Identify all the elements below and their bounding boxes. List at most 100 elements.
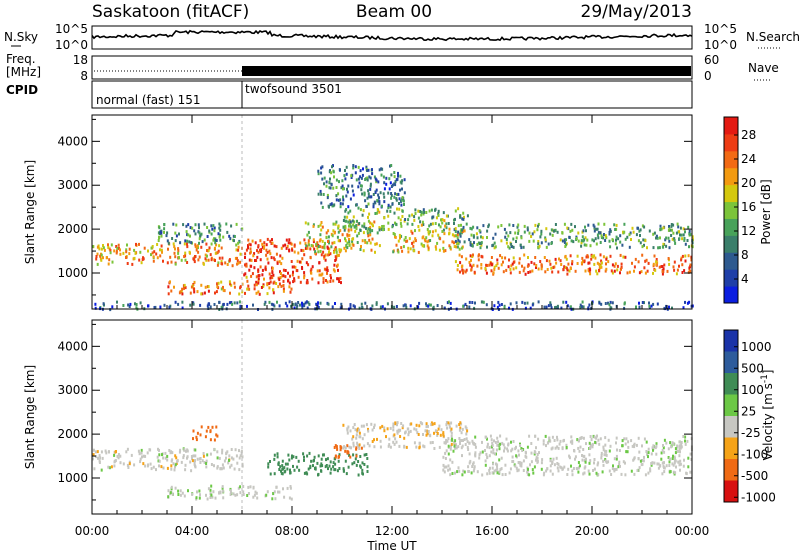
scatter-cell-band-10	[209, 305, 212, 309]
scatter-cell-band-1	[205, 493, 207, 497]
scatter-cell-band-2	[342, 467, 345, 471]
scatter-cell-band-0	[215, 243, 218, 247]
scatter-cell-band-8	[622, 255, 625, 259]
scatter-cell-band-7	[473, 241, 475, 245]
scatter-cell-band-6	[602, 459, 605, 463]
scatter-cell-band-5	[423, 445, 426, 449]
scatter-cell-band-7	[462, 225, 465, 229]
scatter-cell-band-6	[565, 446, 568, 449]
scatter-cell-band-6	[617, 465, 620, 469]
scatter-cell-band-2	[287, 453, 290, 457]
scatter-cell-band-9	[375, 178, 378, 182]
scatter-cell-band-2	[167, 285, 170, 289]
scatter-cell-band-5	[400, 224, 403, 228]
scatter-cell-band-1	[215, 239, 218, 242]
scatter-cell-band-8	[512, 260, 515, 264]
scatter-cell-band-6	[657, 462, 660, 466]
scatter-cell-band-4	[321, 225, 324, 229]
scatter-cell-band-6	[468, 461, 471, 465]
scatter-cell-band-5	[462, 439, 464, 442]
power-colorbar-segment	[724, 218, 738, 236]
scatter-cell-band-0	[182, 456, 185, 460]
scatter-cell-band-6	[580, 436, 582, 440]
scatter-cell-band-6	[429, 230, 432, 234]
scatter-cell-band-9	[372, 193, 375, 196]
scatter-cell-band-5	[396, 423, 398, 427]
scatter-cell-band-6	[486, 445, 489, 449]
scatter-cell-band-8	[673, 268, 676, 272]
scatter-cell-band-5	[437, 212, 440, 216]
scatter-cell-band-6	[442, 463, 445, 467]
scatter-cell-band-0	[185, 449, 187, 453]
scatter-cell-band-0	[92, 457, 94, 461]
scatter-cell-band-0	[203, 461, 206, 464]
scatter-cell-band-2	[189, 291, 192, 295]
scatter-cell-band-7	[689, 233, 692, 237]
scatter-cell-band-9	[335, 198, 338, 202]
scatter-cell-band-10	[371, 304, 374, 308]
scatter-cell-band-0	[183, 448, 186, 452]
scatter-cell-band-10	[650, 304, 653, 308]
scatter-cell-band-6	[557, 462, 560, 466]
scatter-cell-band-10	[643, 301, 645, 305]
scatter-cell-band-2	[288, 285, 291, 289]
scatter-cell-band-7	[688, 229, 691, 233]
scatter-cell-band-7	[478, 229, 481, 232]
scatter-cell-band-6	[542, 473, 545, 477]
scatter-cell-band-7	[678, 237, 681, 241]
scatter-cell-band-6	[687, 465, 690, 469]
scatter-cell-band-1	[200, 232, 203, 236]
scatter-cell-band-4	[344, 449, 347, 453]
scatter-cell-band-10	[315, 302, 318, 306]
scatter-cell-band-7	[673, 239, 676, 242]
scatter-cell-band-5	[379, 445, 382, 449]
scatter-cell-band-3	[272, 273, 275, 277]
scatter-cell-band-5	[411, 222, 414, 226]
scatter-cell-band-2	[363, 463, 366, 466]
scatter-cell-band-2	[324, 465, 327, 469]
scatter-cell-band-5	[458, 423, 461, 426]
scatter-cell-band-6	[411, 231, 414, 235]
scatter-cell-band-9	[383, 195, 386, 199]
scatter-cell-band-8	[683, 269, 686, 273]
scatter-cell-band-6	[515, 445, 517, 449]
scatter-cell-band-5	[435, 216, 438, 220]
scatter-cell-band-1	[221, 489, 224, 493]
scatter-cell-band-7	[500, 224, 503, 227]
scatter-cell-band-6	[641, 444, 643, 448]
scatter-cell-band-0	[141, 258, 144, 261]
scatter-cell-band-7	[652, 232, 655, 236]
scatter-cell-band-0	[229, 465, 232, 469]
scatter-cell-band-9	[378, 200, 381, 204]
scatter-cell-band-7	[679, 226, 682, 230]
scatter-cell-band-0	[216, 251, 219, 255]
scatter-cell-band-3	[285, 246, 288, 250]
scatter-cell-band-1	[266, 490, 269, 494]
scatter-cell-band-7	[655, 234, 658, 238]
scatter-cell-band-8	[549, 262, 552, 266]
scatter-cell-band-3	[250, 274, 253, 278]
scatter-cell-band-5	[459, 421, 462, 425]
scatter-cell-band-10	[395, 305, 398, 308]
scatter-cell-band-9	[343, 174, 346, 178]
scatter-cell-band-6	[668, 464, 671, 467]
scatter-cell-band-5	[431, 222, 434, 226]
scatter-cell-band-2	[281, 472, 284, 476]
scatter-cell-band-0	[99, 456, 102, 460]
scatter-cell-band-1	[185, 224, 188, 228]
scatter-cell-band-2	[204, 285, 207, 289]
scatter-cell-band-0	[95, 455, 98, 459]
scatter-cell-band-8	[690, 255, 693, 259]
scatter-cell-band-6	[451, 472, 454, 475]
scatter-cell-band-2	[184, 286, 187, 290]
scatter-cell-band-6	[551, 435, 554, 439]
beam-label: Beam 00	[356, 2, 432, 22]
scatter-cell-band-5	[437, 427, 440, 431]
scatter-cell-band-9	[341, 184, 344, 188]
scatter-cell-band-2	[354, 457, 357, 461]
scatter-cell-band-7	[563, 238, 566, 242]
scatter-cell-band-6	[460, 446, 463, 450]
scatter-cell-band-6	[662, 446, 665, 450]
scatter-cell-band-9	[329, 203, 332, 207]
scatter-cell-band-10	[298, 303, 301, 307]
